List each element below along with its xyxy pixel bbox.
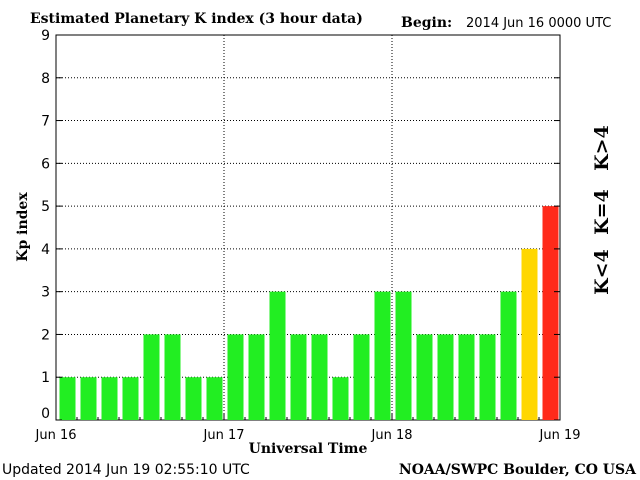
y-axis: 0 1 2 3 4 5 6 7 8 9 [41, 28, 560, 422]
kp-bar [542, 206, 559, 420]
chart-title: Estimated Planetary K index (3 hour data… [30, 11, 363, 27]
kp-bar [80, 377, 97, 420]
kp-bar [248, 334, 265, 420]
updated-timestamp: Updated 2014 Jun 19 02:55:10 UTC [2, 462, 250, 478]
kp-bar [269, 291, 286, 420]
begin-label: Begin: [401, 15, 452, 31]
kp-bar [164, 334, 181, 420]
kp-bar [332, 377, 349, 420]
plot-area [55, 34, 561, 421]
kp-bar [143, 334, 160, 420]
kp-bar [227, 334, 244, 420]
x-tick-label: Jun 17 [203, 428, 245, 443]
kp-bar [311, 334, 328, 420]
x-tick-label: Jun 16 [35, 428, 77, 443]
kp-bar [122, 377, 139, 420]
kp-bar [395, 291, 412, 420]
y-tick-label: 3 [41, 285, 50, 301]
kp-bar [353, 334, 370, 420]
legend-k-above-4: K>4 [591, 125, 613, 171]
kp-bar [185, 377, 202, 420]
y-axis-label: Kp index [15, 192, 31, 262]
y-tick-label: 9 [41, 28, 50, 44]
grid-lines [56, 35, 560, 420]
y-tick-label: 7 [41, 114, 50, 130]
y-tick-label: 8 [41, 71, 50, 87]
kp-bar [458, 334, 475, 420]
y-tick-label: 0 [41, 406, 50, 422]
y-tick-label: 2 [41, 327, 50, 343]
begin-value: 2014 Jun 16 0000 UTC [466, 16, 611, 31]
y-tick-label: 1 [41, 370, 50, 386]
legend-k-equal-4: K=4 [591, 189, 613, 235]
kp-bar [206, 377, 223, 420]
kp-bar [374, 291, 391, 420]
kp-bar [290, 334, 307, 420]
kp-bar [479, 334, 496, 420]
legend-k-below-4: K<4 [591, 249, 613, 295]
source-credit: NOAA/SWPC Boulder, CO USA [399, 462, 637, 478]
kp-bar [59, 377, 76, 420]
x-tick-label: Jun 19 [539, 428, 581, 443]
kp-bar [101, 377, 118, 420]
y-tick-label: 6 [41, 156, 50, 172]
x-tick-label: Jun 18 [371, 428, 413, 443]
kp-bar [416, 334, 433, 420]
kp-bar [521, 248, 538, 420]
y-tick-label: 4 [41, 242, 50, 258]
kp-bar [500, 291, 517, 420]
kp-bar [437, 334, 454, 420]
bars-group [59, 206, 559, 420]
x-axis-label: Universal Time [249, 441, 368, 457]
x-axis: Jun 16 Jun 17 Jun 18 Jun 19 [35, 413, 581, 443]
y-tick-label: 5 [41, 199, 50, 215]
